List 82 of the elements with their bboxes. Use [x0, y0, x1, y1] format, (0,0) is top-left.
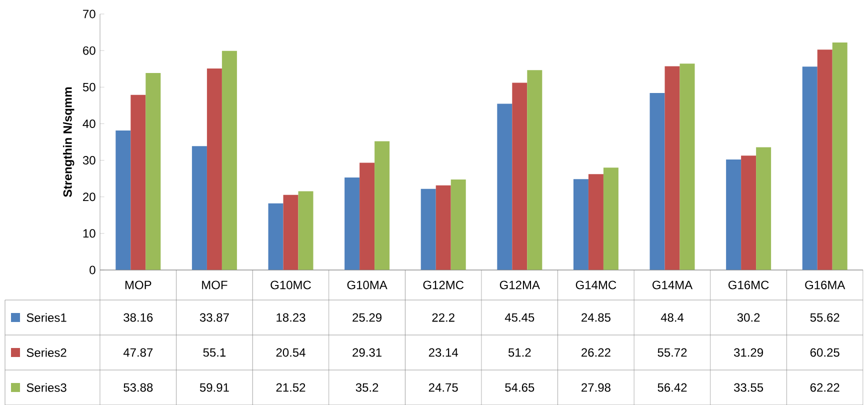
data-label: 62.22: [810, 383, 840, 392]
bar: [832, 42, 848, 270]
bar: [802, 66, 818, 270]
bar: [497, 104, 512, 270]
data-label: 59.91: [200, 383, 229, 392]
x-tick-label: G16MA: [805, 280, 846, 290]
bar: [130, 94, 146, 270]
bar: [420, 188, 436, 270]
bar: [360, 162, 375, 270]
y-tick-label: 30: [82, 156, 96, 165]
bar: [298, 191, 314, 270]
x-tick-label: MOP: [125, 280, 152, 290]
y-tick-label: 70: [83, 10, 96, 18]
data-label: 22.2: [432, 313, 454, 322]
bar: [436, 185, 451, 270]
x-tick-label: G12MC: [423, 280, 464, 290]
data-label: 47.87: [123, 348, 153, 357]
y-tick-label: 20: [83, 192, 96, 202]
bar: [741, 156, 756, 270]
data-label: 24.75: [428, 383, 458, 392]
bar: [512, 82, 528, 270]
data-label: 21.52: [276, 383, 306, 392]
data-label: 45.45: [504, 313, 534, 322]
bar: [268, 203, 284, 270]
data-label: 27.98: [582, 383, 610, 392]
data-label: 51.2: [508, 348, 531, 357]
bar: [756, 147, 772, 270]
bar: [726, 160, 742, 270]
data-label: 38.16: [124, 313, 153, 322]
x-tick-label: G16MC: [728, 280, 769, 290]
y-tick-label: 40: [82, 119, 96, 128]
bar: [222, 50, 237, 270]
x-tick-label: G14MC: [576, 280, 616, 290]
y-tick-label: 0: [90, 266, 96, 274]
data-label: 29.31: [352, 348, 382, 357]
bar: [192, 146, 207, 270]
bar: [206, 68, 222, 270]
data-label: 55.62: [810, 313, 840, 322]
legend-label: Series2: [26, 348, 66, 357]
data-label: 35.2: [356, 383, 378, 392]
bar: [146, 72, 161, 270]
bar: [817, 50, 832, 270]
data-label: 20.54: [276, 348, 306, 357]
x-tick-label: MOF: [202, 280, 228, 290]
bar: [603, 168, 618, 270]
bar: [450, 179, 466, 270]
bar: [650, 92, 665, 270]
bar: [664, 66, 680, 270]
bar: [374, 141, 390, 270]
data-label: 53.88: [124, 383, 153, 392]
legend-label: Series3: [26, 383, 66, 392]
data-label: 25.29: [352, 313, 382, 322]
y-axis-title: Strengthin N/sqmm: [63, 87, 74, 197]
bar: [527, 70, 542, 270]
y-tick-label: 50: [82, 82, 96, 92]
data-label: 24.85: [582, 313, 610, 322]
bar: [116, 130, 131, 270]
bar: [344, 178, 360, 270]
data-label: 33.55: [734, 383, 764, 392]
x-tick-label: G12MA: [500, 280, 540, 290]
x-tick-label: G10MC: [270, 280, 311, 290]
data-label: 18.23: [276, 313, 306, 322]
y-tick-label: 10: [83, 229, 96, 238]
data-label: 54.65: [505, 383, 534, 392]
legend-label: Series1: [26, 313, 66, 322]
y-tick-label: 60: [83, 46, 96, 55]
data-label: 30.2: [737, 313, 760, 322]
data-label: 55.1: [203, 348, 226, 357]
bar: [573, 179, 588, 270]
x-tick-label: G14MA: [652, 280, 693, 290]
bar: [680, 64, 695, 270]
data-label: 55.72: [658, 348, 687, 357]
data-label: 60.25: [810, 348, 840, 357]
x-tick-label: G10MA: [347, 280, 388, 290]
data-label: 26.22: [582, 348, 610, 357]
bar: [588, 174, 604, 270]
bar: [283, 194, 298, 270]
data-label: 56.42: [658, 383, 687, 392]
data-label: 33.87: [200, 313, 229, 322]
data-label: 48.4: [660, 313, 684, 322]
data-label: 23.14: [428, 348, 458, 357]
data-label: 31.29: [734, 348, 763, 357]
